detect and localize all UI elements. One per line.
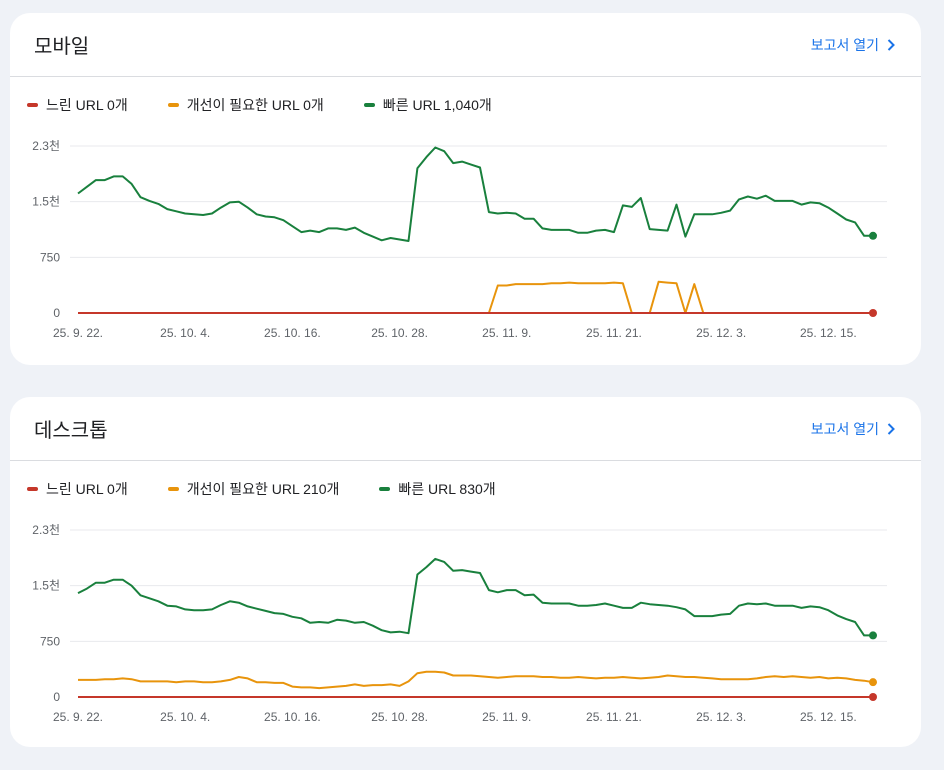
legend-item-fast[interactable]: 빠른 URL 830개 [379, 479, 496, 499]
legend-label-fast: 빠른 URL 1,040개 [382, 97, 492, 113]
desktop-cwv-chart: 0 750 1.5천 2.3천 25. 9. 22. 25. 10. 4. 25. 10. … [32, 522, 887, 724]
card-header: 데스크톱 보고서 열기 [10, 397, 921, 461]
x-tick-label: 25. 12. 15. [800, 710, 857, 724]
mobile-card: 모바일 보고서 열기 느린 URL 0개 개선이 필요한 URL 0개 빠른 U… [10, 13, 921, 365]
open-report-label: 보고서 열기 [810, 421, 879, 437]
legend-swatch-fast [363, 103, 375, 107]
y-tick-label: 750 [40, 634, 60, 648]
series-line-1 [487, 280, 705, 314]
x-tick-label: 25. 12. 3. [696, 326, 746, 340]
chevron-right-icon [887, 423, 895, 435]
y-tick-label: 1.5천 [32, 194, 60, 209]
x-tick-label: 25. 10. 28. [371, 326, 428, 340]
legend-label-needs-improvement: 개선이 필요한 URL 210개 [186, 481, 340, 497]
chart-legend: 느린 URL 0개 개선이 필요한 URL 210개 빠른 URL 830개 [27, 479, 536, 499]
y-tick-label: 0 [53, 690, 60, 704]
chevron-right-icon [887, 39, 895, 51]
legend-item-needs-improvement[interactable]: 개선이 필요한 URL 210개 [167, 479, 340, 499]
x-tick-label: 25. 12. 3. [696, 710, 746, 724]
x-tick-label: 25. 9. 22. [53, 326, 103, 340]
card-header: 모바일 보고서 열기 [10, 13, 921, 77]
legend-swatch-slow [27, 103, 38, 107]
legend-item-fast[interactable]: 빠른 URL 1,040개 [363, 95, 492, 115]
mobile-cwv-chart: 0 750 1.5천 2.3천 25. 9. 22. 25. 10. 4. 25. 10. … [32, 138, 887, 340]
series-end-point-0[interactable] [869, 309, 877, 317]
x-tick-label: 25. 11. 21. [586, 326, 642, 340]
y-tick-label: 1.5천 [32, 578, 60, 593]
x-tick-label: 25. 10. 16. [264, 326, 321, 340]
y-tick-label: 2.3천 [32, 522, 60, 537]
series-end-point-2[interactable] [869, 231, 877, 240]
series-end-point-2[interactable] [869, 631, 877, 640]
x-tick-label: 25. 10. 16. [264, 710, 321, 724]
legend-label-needs-improvement: 개선이 필요한 URL 0개 [186, 97, 324, 113]
legend-label-slow: 느린 URL 0개 [46, 481, 128, 497]
x-tick-label: 25. 11. 9. [482, 326, 531, 340]
x-tick-label: 25. 11. 9. [482, 710, 531, 724]
y-tick-label: 2.3천 [32, 138, 60, 153]
legend-swatch-fast [379, 487, 391, 491]
series-line-2 [77, 557, 873, 637]
open-report-label: 보고서 열기 [810, 37, 879, 53]
series-end-point-1[interactable] [869, 678, 877, 687]
y-tick-label: 750 [40, 250, 60, 264]
y-tick-label: 0 [53, 306, 60, 320]
x-tick-label: 25. 10. 28. [371, 710, 428, 724]
legend-swatch-needs-improvement [167, 103, 179, 107]
legend-label-fast: 빠른 URL 830개 [398, 481, 496, 497]
desktop-card: 데스크톱 보고서 열기 느린 URL 0개 개선이 필요한 URL 210개 빠… [10, 397, 921, 747]
legend-item-needs-improvement[interactable]: 개선이 필요한 URL 0개 [167, 95, 324, 115]
legend-swatch-needs-improvement [167, 487, 179, 491]
open-report-link[interactable]: 보고서 열기 [811, 35, 895, 55]
x-tick-label: 25. 9. 22. [53, 710, 103, 724]
legend-swatch-slow [27, 487, 38, 491]
chart-legend: 느린 URL 0개 개선이 필요한 URL 0개 빠른 URL 1,040개 [27, 95, 532, 115]
x-tick-label: 25. 11. 21. [586, 710, 642, 724]
open-report-link[interactable]: 보고서 열기 [811, 419, 895, 439]
series-line-1 [78, 670, 874, 690]
series-line-2 [77, 146, 873, 242]
card-title: 모바일 [34, 36, 90, 58]
legend-item-slow[interactable]: 느린 URL 0개 [27, 95, 128, 115]
card-title: 데스크톱 [34, 420, 108, 442]
legend-label-slow: 느린 URL 0개 [46, 97, 128, 113]
x-tick-label: 25. 10. 4. [160, 710, 210, 724]
legend-item-slow[interactable]: 느린 URL 0개 [27, 479, 128, 499]
series-end-point-0[interactable] [869, 693, 877, 701]
x-tick-label: 25. 12. 15. [800, 326, 857, 340]
x-tick-label: 25. 10. 4. [160, 326, 210, 340]
